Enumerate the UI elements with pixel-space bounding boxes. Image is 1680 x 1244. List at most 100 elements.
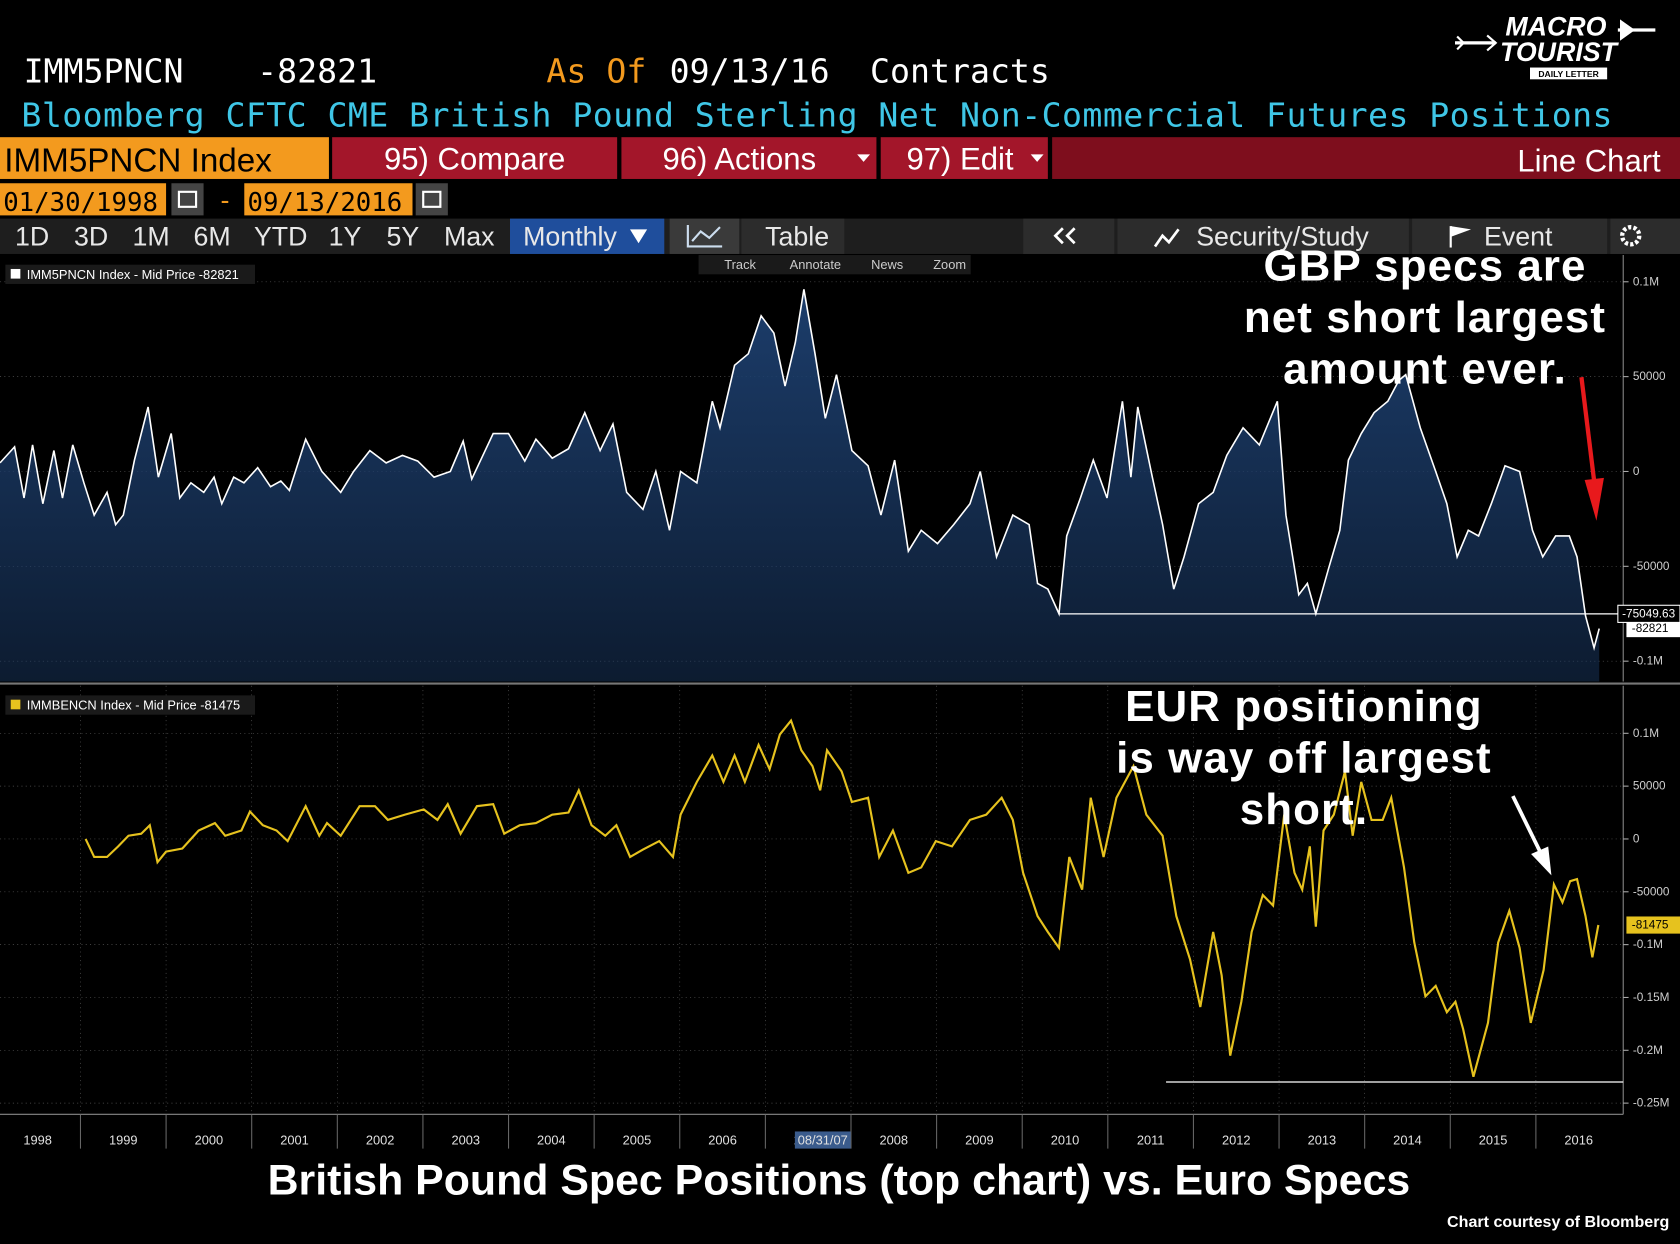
legend-label: IMM5PNCN Index - Mid Price -82821 bbox=[27, 267, 239, 282]
y-tick-label: 50000 bbox=[1633, 370, 1666, 383]
button-label: 97) Edit bbox=[906, 141, 1013, 176]
button[interactable] bbox=[621, 137, 877, 179]
gear-icon bbox=[1620, 225, 1642, 247]
range[interactable]: YTD bbox=[254, 221, 308, 251]
annotation: EUR positioning bbox=[1125, 682, 1483, 731]
white-arrow-head bbox=[1531, 846, 1552, 876]
legend-box bbox=[5, 264, 255, 284]
tool[interactable]: News bbox=[871, 257, 903, 272]
ticker: IMM5PNCN bbox=[24, 52, 184, 91]
as-of-date: 09/13/16 bbox=[670, 52, 830, 91]
range[interactable]: 1Y bbox=[329, 221, 362, 251]
y-tick-label: -0.1M bbox=[1633, 655, 1663, 668]
calendar-button[interactable] bbox=[415, 183, 448, 216]
table-button[interactable] bbox=[741, 218, 845, 254]
study-button[interactable] bbox=[1117, 218, 1409, 254]
y-tick-label: -0.1M bbox=[1633, 938, 1663, 951]
logo-arrow-head bbox=[1486, 34, 1498, 52]
x-tick-label: 2010 bbox=[1051, 1133, 1080, 1148]
range[interactable]: 5Y bbox=[386, 221, 419, 251]
start-date-box[interactable] bbox=[0, 183, 167, 216]
y-tick-label: -0.25M bbox=[1633, 1097, 1670, 1110]
x-tick-label: 2015 bbox=[1479, 1133, 1508, 1148]
y-tick-label: -0.15M bbox=[1633, 991, 1670, 1004]
settings-button[interactable] bbox=[1610, 218, 1680, 254]
x-tick-label: 1998 bbox=[23, 1133, 52, 1148]
last-value-label: -81475 bbox=[1632, 919, 1669, 932]
end-date: 09/13/2016 bbox=[247, 188, 402, 218]
as-of-label: As Of bbox=[546, 52, 646, 91]
x-tick-label: 2004 bbox=[537, 1133, 566, 1148]
logo-flag bbox=[1620, 19, 1635, 41]
red-arrow-head bbox=[1584, 477, 1604, 521]
collapse-icon bbox=[1065, 227, 1076, 245]
annotation: net short largest bbox=[1244, 293, 1606, 342]
credit: Chart courtesy of Bloomberg bbox=[1447, 1213, 1669, 1231]
tools-bg bbox=[698, 255, 971, 275]
button[interactable] bbox=[880, 137, 1048, 179]
view-label: Line Chart bbox=[1517, 143, 1661, 178]
logo-line2: TOURIST bbox=[1500, 37, 1620, 67]
range[interactable]: 1D bbox=[15, 221, 49, 251]
reference-label: -75049.63 bbox=[1622, 607, 1675, 620]
x-tick-label: 2003 bbox=[451, 1133, 480, 1148]
date-separator: - bbox=[217, 186, 232, 216]
dropdown-arrow bbox=[857, 154, 870, 162]
calendar-icon bbox=[422, 190, 442, 208]
x-tick-label: 2016 bbox=[1564, 1133, 1593, 1148]
logo-arrow-tail bbox=[1456, 35, 1466, 51]
range[interactable]: 3D bbox=[74, 221, 108, 251]
x-tick-label: 2000 bbox=[195, 1133, 224, 1148]
last-value-tag bbox=[1626, 916, 1680, 934]
header: IMM5PNCN -82821 As Of 09/13/16 Contracts… bbox=[21, 52, 1612, 135]
calendar-icon bbox=[177, 190, 198, 208]
chart-icon bbox=[691, 226, 721, 242]
annotation: GBP specs are bbox=[1263, 242, 1586, 291]
plots: 0.1M 50000 0 -50000 -0.1M IMM5PNCN Index - Mi… bbox=[0, 242, 1680, 1149]
range[interactable]: 6M bbox=[194, 221, 231, 251]
x-tick-label: 2012 bbox=[1222, 1133, 1251, 1148]
x-tick-label: 1999 bbox=[109, 1133, 138, 1148]
range[interactable]: 1M bbox=[132, 221, 169, 251]
flag-icon bbox=[1450, 226, 1472, 237]
button[interactable] bbox=[332, 137, 618, 179]
logo: MACRO TOURIST DAILY LETTER bbox=[1455, 11, 1656, 80]
last-price: -82821 bbox=[257, 52, 377, 91]
description: Bloomberg CFTC CME British Pound Sterlin… bbox=[21, 95, 1612, 134]
y-tick-label: -0.2M bbox=[1633, 1044, 1663, 1057]
annotation: is way off largest bbox=[1116, 734, 1492, 783]
tool[interactable]: Track bbox=[724, 257, 756, 272]
x-tick-label: 2002 bbox=[366, 1133, 395, 1148]
study-label: Security/Study bbox=[1196, 221, 1369, 251]
range[interactable]: Max bbox=[444, 221, 495, 251]
frequency: Monthly bbox=[523, 221, 617, 251]
y-tick-label: 50000 bbox=[1633, 780, 1666, 793]
cursor-label: 08/31/07 bbox=[798, 1133, 848, 1148]
x-tick-label: 2014 bbox=[1393, 1133, 1422, 1148]
event-button[interactable] bbox=[1412, 218, 1608, 254]
x-tick-label: 2006 bbox=[708, 1133, 737, 1148]
chart-icon bbox=[686, 225, 723, 248]
tool[interactable]: Annotate bbox=[790, 257, 841, 272]
white-arrow bbox=[1511, 795, 1543, 854]
last-value-label: -82821 bbox=[1632, 622, 1669, 635]
y-tick-label: 0.1M bbox=[1633, 275, 1659, 288]
legend-label: IMMBENCN Index - Mid Price -81475 bbox=[27, 698, 240, 713]
annotation: amount ever. bbox=[1283, 345, 1567, 394]
y-tick-label: 0 bbox=[1633, 465, 1640, 478]
legend-swatch bbox=[10, 268, 21, 279]
button-label: 95) Compare bbox=[384, 141, 565, 176]
legend-swatch bbox=[10, 699, 21, 710]
last-value-tag bbox=[1626, 620, 1680, 638]
tool[interactable]: Zoom bbox=[933, 257, 966, 272]
chart-button[interactable] bbox=[669, 218, 740, 254]
security-box[interactable] bbox=[0, 137, 329, 179]
x-tick-label: 2001 bbox=[280, 1133, 309, 1148]
security: IMM5PNCN Index bbox=[4, 142, 272, 179]
calendar-button[interactable] bbox=[171, 183, 204, 216]
area-fill bbox=[0, 289, 1600, 682]
end-date-box[interactable] bbox=[244, 183, 413, 216]
y-tick-label: -50000 bbox=[1633, 560, 1670, 573]
y-tick-label: -50000 bbox=[1633, 885, 1670, 898]
